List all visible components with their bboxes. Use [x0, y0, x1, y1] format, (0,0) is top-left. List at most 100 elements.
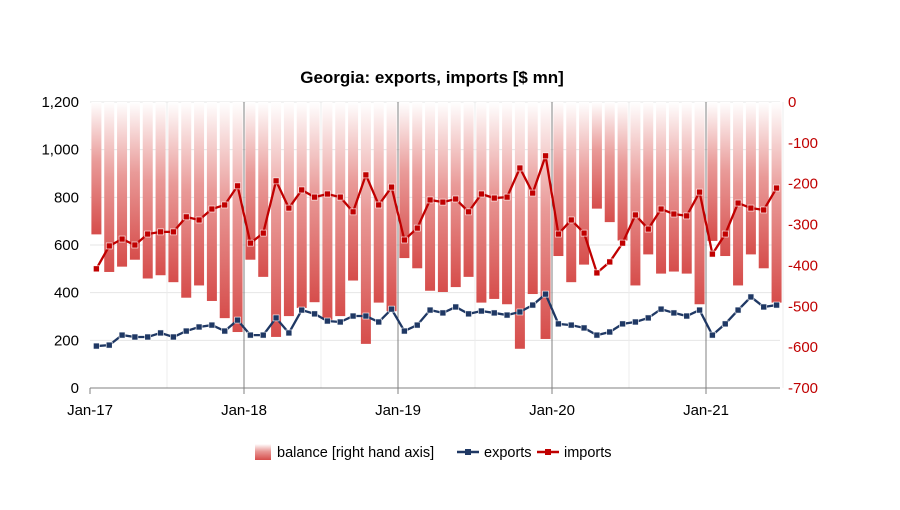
- balance-bar: [745, 102, 756, 255]
- exports-point: [567, 321, 575, 329]
- right-axis-tick-label: -700: [788, 380, 818, 397]
- exports-point: [593, 331, 601, 339]
- imports-point: [490, 194, 498, 202]
- exports-point: [298, 306, 306, 314]
- balance-bar: [758, 102, 769, 269]
- imports-point: [349, 208, 357, 216]
- exports-point: [580, 324, 588, 332]
- exports-point: [644, 314, 652, 322]
- imports-point: [259, 229, 267, 237]
- right-axis-tick-label: -300: [788, 217, 818, 234]
- imports-point: [182, 213, 190, 221]
- exports-point: [490, 309, 498, 317]
- legend-label-imports: imports: [564, 445, 612, 461]
- right-axis-tick-label: -200: [788, 176, 818, 193]
- exports-point: [105, 341, 113, 349]
- imports-point: [529, 189, 537, 197]
- balance-bar: [527, 102, 538, 295]
- balance-bar: [450, 102, 461, 288]
- balance-bar: [540, 102, 551, 339]
- balance-bar: [258, 102, 269, 277]
- imports-point: [388, 183, 395, 191]
- balance-bar: [771, 102, 782, 303]
- balance-bar: [386, 102, 397, 312]
- balance-bar: [360, 102, 371, 344]
- imports-point: [336, 193, 344, 201]
- imports-point: [221, 201, 229, 209]
- exports-point: [131, 333, 139, 341]
- imports-point: [311, 193, 318, 201]
- exports-point: [632, 318, 639, 326]
- exports-point: [747, 293, 755, 301]
- balance-bar: [502, 102, 513, 305]
- balance-bar: [168, 102, 179, 283]
- balance-bar: [681, 102, 692, 274]
- balance-bar: [566, 102, 577, 283]
- gridlines: [90, 101, 784, 388]
- left-axis-tick-label: 800: [54, 189, 79, 206]
- exports-line: [96, 292, 777, 348]
- balance-bar: [245, 102, 256, 260]
- imports-point: [696, 188, 703, 196]
- balance-bar: [296, 102, 307, 308]
- exports-point: [657, 305, 665, 313]
- exports-point: [619, 320, 626, 328]
- exports-point: [388, 305, 395, 313]
- imports-point: [555, 230, 562, 238]
- exports-point: [426, 306, 434, 314]
- imports-point: [401, 236, 408, 244]
- exports-point: [773, 301, 780, 309]
- balance-bar: [591, 102, 602, 209]
- exports-point: [516, 308, 524, 316]
- exports-point: [234, 316, 241, 324]
- x-axis-tick-label: Jan-17: [67, 402, 113, 419]
- balance-bar: [425, 102, 436, 291]
- imports-point: [593, 269, 601, 277]
- right-axis-tick-label: -600: [788, 339, 818, 356]
- left-axis-tick-label: 0: [71, 380, 79, 397]
- left-axis-tick-label: 200: [54, 332, 79, 349]
- imports-point: [298, 186, 306, 194]
- imports-point: [170, 228, 177, 236]
- balance-bar: [617, 102, 628, 241]
- legend-marker-exports: [465, 449, 471, 455]
- exports-point: [375, 318, 383, 326]
- exports-point: [221, 327, 229, 335]
- right-axis-tick-label: -100: [788, 135, 818, 152]
- balance-bar: [271, 102, 282, 337]
- imports-point: [644, 225, 652, 233]
- exports-point: [247, 331, 254, 339]
- right-axis-tick-label: -500: [788, 298, 818, 315]
- balance-bar: [232, 102, 243, 333]
- legend-swatch-balance: [255, 444, 271, 460]
- balance-bar: [194, 102, 205, 286]
- legend-marker-imports: [545, 449, 551, 455]
- balance-bar: [579, 102, 590, 265]
- axes: 0 200 400 600 800 1,000 1,200 -700 -600 -500 -400 -…: [41, 94, 818, 419]
- balance-bar: [476, 102, 487, 303]
- exports-point: [529, 301, 537, 309]
- left-axis-tick-label: 400: [54, 285, 79, 302]
- x-axis-tick-label: Jan-18: [221, 402, 267, 419]
- exports-point: [272, 314, 280, 322]
- balance-bar: [348, 102, 359, 281]
- imports-point: [760, 206, 768, 214]
- balance-bar: [322, 102, 333, 320]
- imports-point: [721, 230, 729, 238]
- balance-bar: [630, 102, 641, 286]
- balance-bar: [219, 102, 230, 319]
- line-series: [93, 152, 780, 350]
- balance-bar: [155, 102, 166, 276]
- legend: balance [right hand axis] exports import…: [255, 444, 612, 461]
- imports-point: [619, 239, 626, 247]
- exports-point: [259, 331, 267, 339]
- balance-bar: [707, 102, 718, 241]
- imports-point: [93, 265, 100, 273]
- exports-point: [734, 306, 742, 314]
- legend-label-exports: exports: [484, 445, 532, 461]
- imports-point: [580, 229, 588, 237]
- balance-bar: [129, 102, 140, 260]
- exports-point: [709, 331, 716, 339]
- imports-point: [465, 208, 472, 216]
